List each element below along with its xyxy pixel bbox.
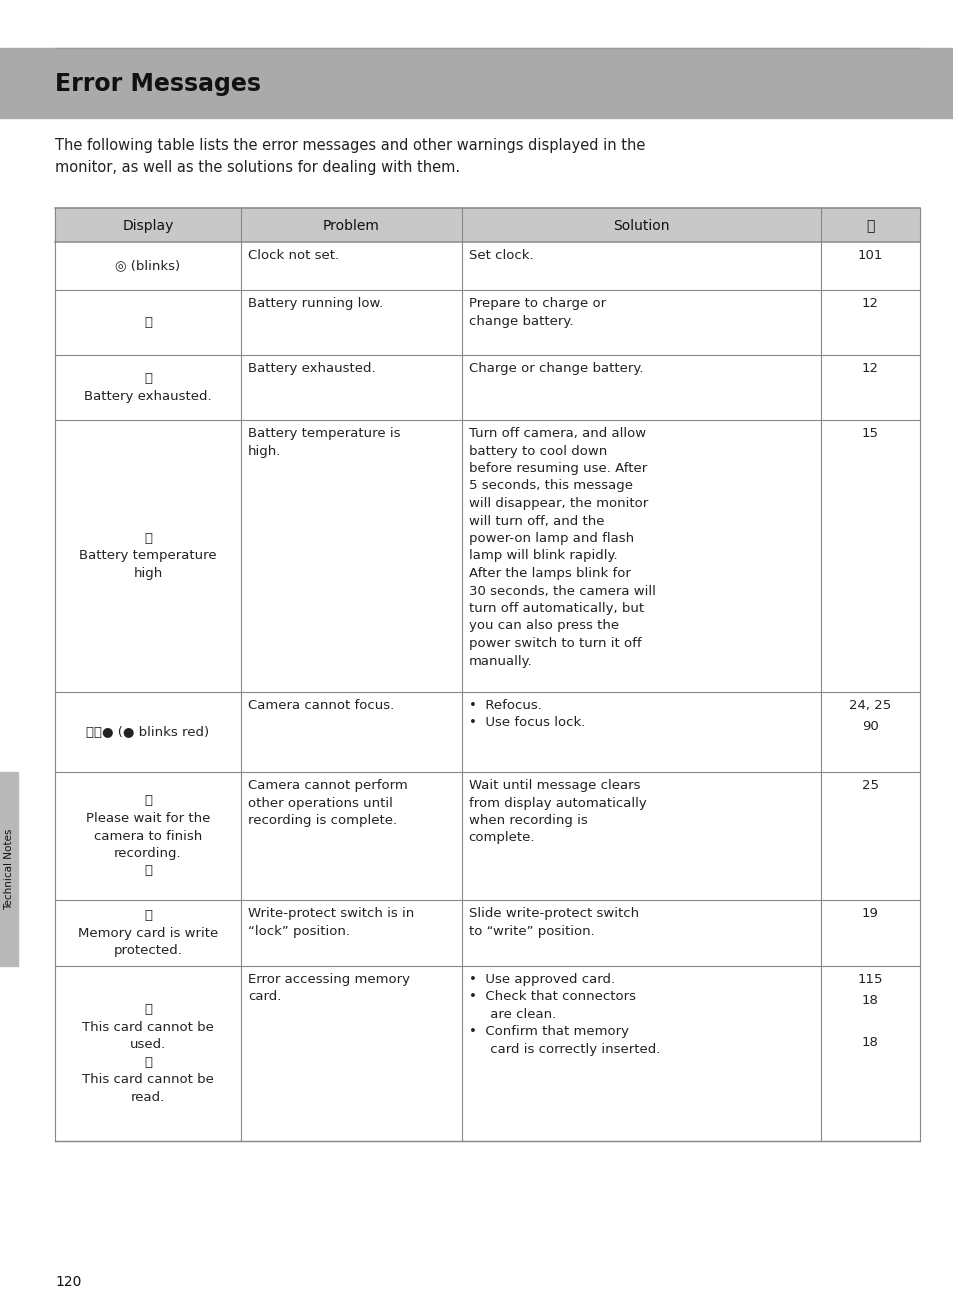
- Text: 15: 15: [861, 427, 878, 440]
- Text: ⓘ
Battery exhausted.: ⓘ Battery exhausted.: [84, 372, 212, 403]
- Text: 115
18

18: 115 18 18: [857, 972, 882, 1049]
- Bar: [55, 966, 919, 1141]
- Bar: [55, 208, 919, 242]
- Text: ＦＦ● (● blinks red): ＦＦ● (● blinks red): [87, 725, 210, 738]
- Bar: [55, 242, 919, 290]
- Text: 120: 120: [55, 1275, 81, 1289]
- Text: 24, 25
90: 24, 25 90: [848, 699, 890, 733]
- Bar: [55, 420, 919, 692]
- Text: Battery exhausted.: Battery exhausted.: [248, 361, 375, 374]
- Text: ⓢ: ⓢ: [865, 219, 874, 233]
- Text: 19: 19: [861, 907, 878, 920]
- Text: Problem: Problem: [322, 219, 379, 233]
- Text: ⓘ
Please wait for the
camera to finish
recording.
⧖: ⓘ Please wait for the camera to finish r…: [86, 795, 210, 878]
- Text: Write-protect switch is in
“lock” position.: Write-protect switch is in “lock” positi…: [248, 907, 414, 937]
- Text: Charge or change battery.: Charge or change battery.: [468, 361, 642, 374]
- Text: Camera cannot perform
other operations until
recording is complete.: Camera cannot perform other operations u…: [248, 779, 407, 827]
- Text: Wait until message clears
from display automatically
when recording is
complete.: Wait until message clears from display a…: [468, 779, 645, 845]
- Text: ⎓: ⎓: [144, 315, 152, 328]
- Text: 101: 101: [857, 248, 882, 261]
- Text: ◎ (blinks): ◎ (blinks): [115, 259, 180, 272]
- Text: 12: 12: [861, 297, 878, 310]
- Bar: [0, 773, 18, 966]
- Text: ⓘ
Battery temperature
high: ⓘ Battery temperature high: [79, 532, 216, 579]
- Text: 12: 12: [861, 361, 878, 374]
- Bar: [55, 900, 919, 966]
- Text: Technical Notes: Technical Notes: [4, 828, 14, 909]
- Bar: [0, 49, 953, 118]
- Text: Clock not set.: Clock not set.: [248, 248, 338, 261]
- Text: Solution: Solution: [612, 219, 669, 233]
- Text: •  Use approved card.
•  Check that connectors
     are clean.
•  Confirm that m: • Use approved card. • Check that connec…: [468, 972, 659, 1056]
- Bar: [55, 692, 919, 773]
- Text: Error accessing memory
card.: Error accessing memory card.: [248, 972, 410, 1004]
- Text: Turn off camera, and allow
battery to cool down
before resuming use. After
5 sec: Turn off camera, and allow battery to co…: [468, 427, 655, 668]
- Text: Set clock.: Set clock.: [468, 248, 533, 261]
- Text: Battery temperature is
high.: Battery temperature is high.: [248, 427, 400, 457]
- Text: Error Messages: Error Messages: [55, 72, 261, 96]
- Text: Prepare to charge or
change battery.: Prepare to charge or change battery.: [468, 297, 605, 327]
- Text: The following table lists the error messages and other warnings displayed in the: The following table lists the error mess…: [55, 138, 644, 175]
- Text: Display: Display: [122, 219, 173, 233]
- Text: ⓘ
Memory card is write
protected.: ⓘ Memory card is write protected.: [78, 909, 218, 957]
- Bar: [55, 355, 919, 420]
- Text: •  Refocus.
•  Use focus lock.: • Refocus. • Use focus lock.: [468, 699, 584, 729]
- Text: 25: 25: [861, 779, 878, 792]
- Bar: [55, 773, 919, 900]
- Text: Camera cannot focus.: Camera cannot focus.: [248, 699, 394, 712]
- Text: ⓘ
This card cannot be
used.
ⓘ
This card cannot be
read.: ⓘ This card cannot be used. ⓘ This card …: [82, 1004, 213, 1104]
- Bar: [55, 290, 919, 355]
- Text: Slide write-protect switch
to “write” position.: Slide write-protect switch to “write” po…: [468, 907, 638, 937]
- Text: Battery running low.: Battery running low.: [248, 297, 383, 310]
